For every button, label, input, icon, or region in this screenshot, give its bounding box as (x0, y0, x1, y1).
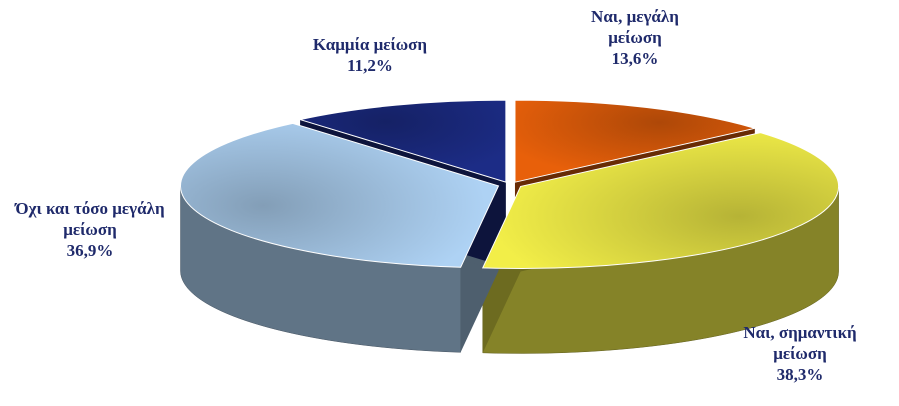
value-label: 11,2% (347, 56, 393, 75)
slice-label: Όχι και τόσο μεγάλη μείωση 36,9% (0, 198, 180, 261)
pie-slice (514, 99, 757, 183)
pie-slice (481, 132, 840, 269)
slice-label: Ναι, σημαντική μείωση 38,3% (715, 322, 885, 385)
category-label: Όχι και τόσο μεγάλη μείωση (15, 199, 165, 239)
pie-slice (180, 122, 500, 268)
category-label: Ναι, σημαντική μείωση (743, 323, 857, 363)
slice-label: Ναι, μεγάλη μείωση 13,6% (570, 6, 700, 69)
slice-label: Καμμία μείωση 11,2% (275, 34, 465, 76)
category-label: Καμμία μείωση (312, 35, 428, 54)
value-label: 38,3% (776, 365, 824, 384)
value-label: 36,9% (66, 241, 114, 260)
category-label: Ναι, μεγάλη μείωση (591, 7, 679, 47)
pie-slice (298, 99, 507, 183)
value-label: 13,6% (611, 49, 659, 68)
